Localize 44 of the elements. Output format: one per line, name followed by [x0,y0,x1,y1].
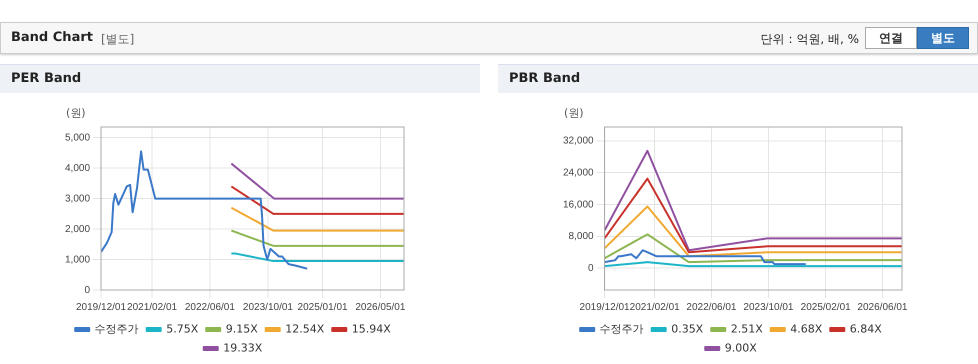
text: 연결 [865,27,917,49]
y-axis-title: (원) [564,106,584,120]
x-tick-label: 2023/10/01 [242,302,294,313]
legend-label: 12.54X [285,322,325,336]
x-tick-label: 2022/06/01 [184,302,236,313]
y-tick-label: 24,000 [562,167,594,178]
y-tick-label: 0 [588,262,594,274]
x-tick-label: 2025/02/01 [800,302,852,313]
chart-title: PER Band [0,64,480,93]
y-tick-label: 2,000 [64,224,90,235]
y-tick-label: 0 [84,284,90,296]
legend-label: 15.94X [352,322,392,336]
chart-title: PBR Band [498,64,978,93]
legend-label: 수정주가 [94,322,139,336]
legend-label: 4.68X [790,322,823,336]
x-tick-label: 2021/02/01 [630,302,680,313]
y-tick-label: 32,000 [562,136,594,147]
x-tick-label: 2022/06/01 [686,302,737,313]
x-tick-label: 2019/12/01 [580,302,630,313]
legend-label: 0.35X [671,322,704,336]
legend-label: 9.15X [226,322,258,336]
legend-label: 19.33X [223,341,263,354]
x-tick-label: 2021/02/01 [127,302,178,313]
x-tick-label: 2026/05/01 [355,302,406,313]
text: 별도 [917,27,969,49]
legend-label: 2.51X [730,322,764,336]
x-tick-label: 2023/10/01 [743,302,794,313]
x-tick-label: 2019/12/01 [76,302,126,313]
y-tick-label: 8,000 [568,231,594,242]
text: [별도] [101,31,134,48]
legend-label: 수정주가 [600,322,644,336]
x-tick-label: 2025/01/01 [298,302,348,313]
y-tick-label: 3,000 [64,193,90,204]
y-tick-label: 4,000 [64,162,90,174]
y-tick-label: 16,000 [562,199,594,210]
x-tick-label: 2026/06/01 [857,302,908,313]
legend-label: 6.84X [850,322,882,336]
text: 단위 : 억원, 배, % [760,31,859,48]
text: Band Chart [11,30,93,45]
y-tick-label: 1,000 [64,254,90,266]
legend-label: 9.00X [724,341,758,354]
y-axis-title: (원) [66,106,86,120]
legend-label: 5.75X [166,322,199,336]
y-tick-label: 5,000 [64,132,90,144]
